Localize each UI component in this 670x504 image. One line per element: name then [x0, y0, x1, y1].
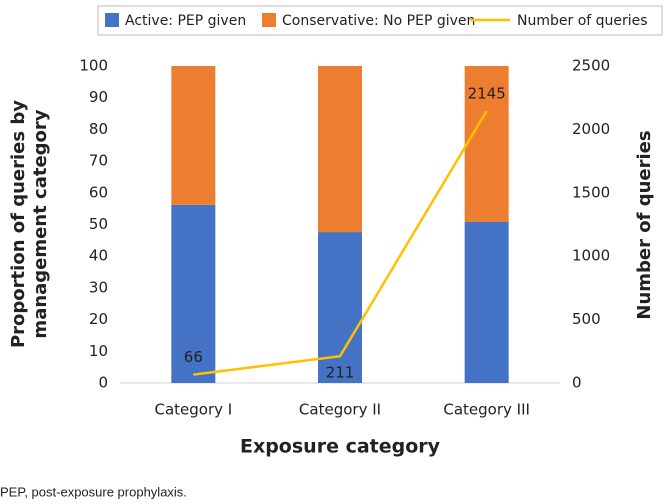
x-tick-label: Category III: [443, 401, 530, 419]
y-tick-label: 40: [89, 247, 108, 265]
bar: [318, 66, 362, 233]
bar: [464, 66, 509, 222]
y2-tick-label: 500: [572, 310, 601, 328]
y2-tick-label: 0: [572, 374, 582, 392]
y-axis-title: Proportion of queries by management cate…: [8, 100, 51, 349]
legend-swatch: [105, 13, 119, 27]
y2-tick-label: 1000: [572, 247, 610, 265]
x-tick-label: Category II: [299, 401, 381, 419]
data-label: 66: [184, 348, 203, 366]
y-tick-label: 10: [89, 342, 108, 360]
data-label: 2145: [468, 85, 506, 103]
bar: [171, 204, 216, 383]
bar: [318, 232, 362, 383]
footnote: PEP, post-exposure prophylaxis.: [0, 484, 187, 499]
y-tick-label: 20: [89, 310, 108, 328]
y-tick-label: 70: [89, 152, 108, 170]
y-tick-label: 60: [89, 183, 108, 201]
y-tick-label: 100: [79, 57, 108, 75]
legend-label: Active: PEP given: [125, 13, 246, 29]
y-tick-label: 50: [89, 215, 108, 233]
legend-box: [97, 5, 663, 36]
bar: [171, 66, 216, 205]
y-tick-label: 0: [98, 374, 108, 392]
y-tick-label: 90: [89, 88, 108, 106]
y2-axis-title: Number of queries: [634, 130, 655, 319]
x-tick-label: Category I: [154, 401, 232, 419]
legend-swatch: [262, 13, 276, 27]
y2-tick-label: 2500: [572, 57, 610, 75]
y-tick-label: 80: [89, 120, 108, 138]
y-tick-label: 30: [89, 278, 108, 296]
legend-label: Conservative: No PEP given: [282, 13, 475, 29]
x-axis-title: Exposure category: [240, 436, 441, 458]
legend-label: Number of queries: [517, 13, 648, 29]
data-label: 211: [326, 364, 355, 382]
y2-tick-label: 2000: [572, 120, 610, 138]
y2-tick-label: 1500: [572, 183, 610, 201]
line: [193, 110, 488, 376]
bar: [464, 221, 509, 383]
